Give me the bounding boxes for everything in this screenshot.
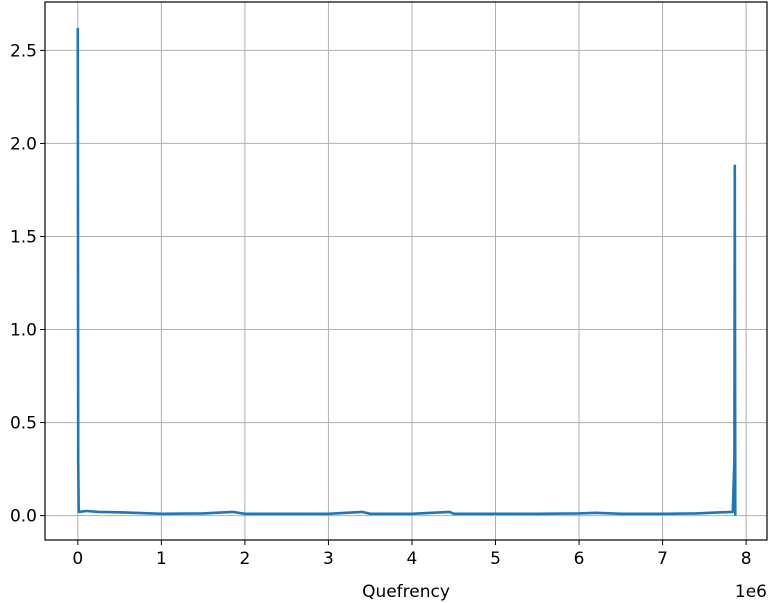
x-tick-label: 5 — [490, 549, 501, 569]
x-tick-label: 2 — [239, 549, 250, 569]
y-tick-label: 0.0 — [10, 507, 37, 527]
x-axis-label: Quefrency — [362, 582, 450, 602]
x-axis-offset-text: 1e6 — [735, 582, 767, 602]
y-axis-ticks: 0.0 0.5 1.0 1.5 2.0 2.5 — [10, 41, 45, 527]
x-tick-label: 6 — [574, 549, 585, 569]
y-tick-label: 0.5 — [10, 414, 37, 434]
grid — [45, 2, 767, 540]
plot-frame — [44, 1, 768, 541]
x-tick-label: 8 — [741, 549, 752, 569]
series-layer — [76, 28, 737, 516]
y-tick-label: 2.5 — [10, 41, 37, 61]
x-tick-label: 3 — [323, 549, 334, 569]
series-line — [76, 28, 737, 516]
y-tick-label: 1.0 — [10, 321, 37, 341]
y-tick-label: 1.5 — [10, 227, 37, 247]
x-tick-label: 0 — [72, 549, 83, 569]
x-axis-ticks: 0 1 2 3 4 5 6 7 8 — [72, 540, 752, 569]
y-tick-label: 2.0 — [10, 134, 37, 154]
x-tick-label: 4 — [407, 549, 418, 569]
x-tick-label: 1 — [156, 549, 167, 569]
x-tick-label: 7 — [657, 549, 668, 569]
